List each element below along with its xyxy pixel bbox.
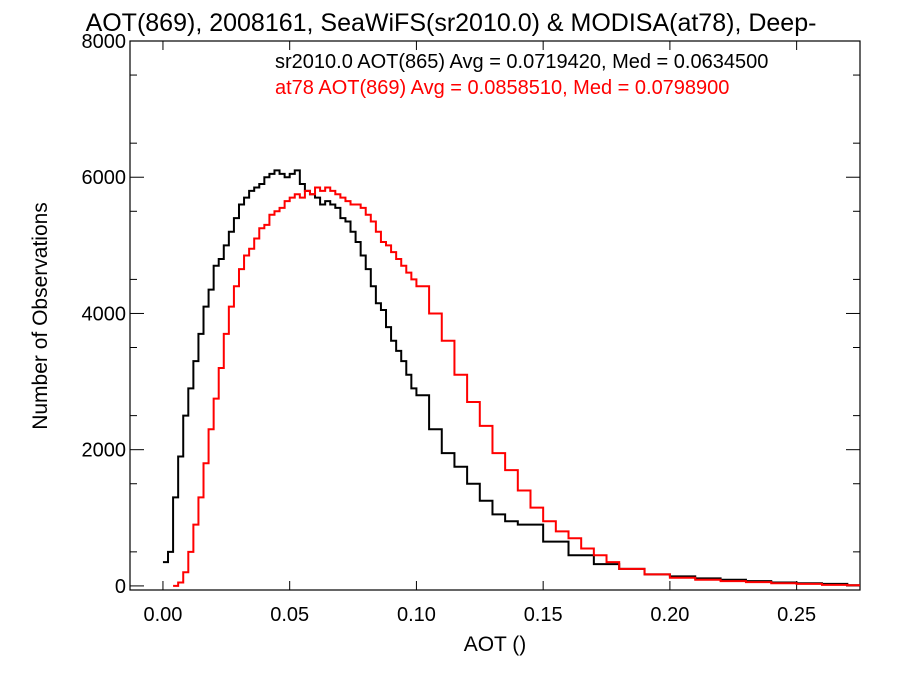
x-tick-label: 0.20 [650, 604, 689, 626]
x-tick-label: 0.05 [270, 604, 309, 626]
y-tick-label: 6000 [82, 167, 127, 189]
x-axis-label: AOT () [464, 633, 527, 656]
x-tick-label: 0.25 [777, 604, 816, 626]
plot-frame [129, 40, 861, 591]
legend-entry-black: sr2010.0 AOT(865) Avg = 0.0719420, Med =… [275, 51, 768, 73]
y-tick-label: 2000 [82, 440, 127, 462]
series-layer [162, 169, 860, 587]
y-axis-label: Number of Observations [29, 202, 52, 430]
x-tick-label: 0.10 [397, 604, 436, 626]
x-tick-label: 0.00 [143, 604, 182, 626]
y-tick-label: 0 [115, 576, 126, 598]
y-axis-ticks: 0 2000 4000 6000 8000 [82, 31, 860, 598]
y-tick-label: 8000 [82, 31, 127, 53]
x-axis-ticks: 0.00 0.05 0.10 0.15 0.20 0.25 [143, 41, 816, 626]
chart-title: AOT(869), 2008161, SeaWiFS(sr2010.0) & M… [86, 9, 817, 37]
series-line-1 [173, 186, 860, 587]
series-line-0 [162, 169, 860, 587]
legend-entry-red: at78 AOT(869) Avg = 0.0858510, Med = 0.0… [275, 77, 729, 99]
y-tick-label: 4000 [82, 303, 127, 325]
x-tick-label: 0.15 [524, 604, 563, 626]
